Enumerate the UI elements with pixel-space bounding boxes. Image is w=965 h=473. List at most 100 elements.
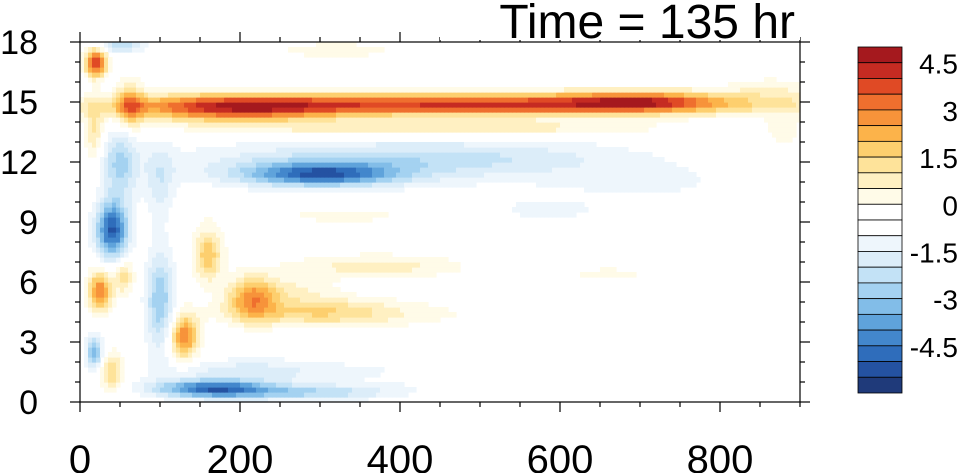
heatmap-cell bbox=[152, 357, 157, 363]
heatmap-cell bbox=[492, 177, 497, 183]
heatmap-cell bbox=[312, 127, 317, 133]
heatmap-cell bbox=[276, 92, 281, 98]
heatmap-cell bbox=[196, 337, 201, 343]
heatmap-cell bbox=[384, 187, 389, 193]
heatmap-cell bbox=[420, 307, 425, 313]
heatmap-cell bbox=[592, 107, 597, 113]
heatmap-cell bbox=[124, 217, 129, 223]
heatmap-cell bbox=[428, 317, 433, 323]
heatmap-cell bbox=[504, 147, 509, 153]
heatmap-cell bbox=[288, 107, 293, 113]
heatmap-cell bbox=[268, 372, 273, 378]
heatmap-cell bbox=[148, 257, 153, 263]
heatmap-cell bbox=[592, 102, 597, 108]
heatmap-cell bbox=[424, 87, 429, 93]
heatmap-cell bbox=[544, 117, 549, 123]
heatmap-cell bbox=[772, 122, 777, 128]
heatmap-cell bbox=[364, 152, 369, 158]
heatmap-cell bbox=[148, 87, 153, 93]
heatmap-cell bbox=[608, 272, 613, 278]
heatmap-cell bbox=[516, 207, 521, 213]
heatmap-cell bbox=[384, 307, 389, 313]
heatmap-cell bbox=[560, 182, 565, 188]
heatmap-cell bbox=[188, 357, 193, 363]
heatmap-cell bbox=[620, 177, 625, 183]
heatmap-cell bbox=[80, 57, 85, 63]
heatmap-cell bbox=[576, 172, 581, 178]
heatmap-cell bbox=[204, 122, 209, 128]
heatmap-cell bbox=[380, 142, 385, 148]
heatmap-cell bbox=[392, 382, 397, 388]
heatmap-cell bbox=[424, 307, 429, 313]
heatmap-cell bbox=[208, 382, 213, 388]
heatmap-cell bbox=[308, 297, 313, 303]
heatmap-cell bbox=[312, 387, 317, 393]
heatmap-cell bbox=[148, 347, 153, 353]
heatmap-cell bbox=[120, 267, 125, 273]
heatmap-cell bbox=[236, 117, 241, 123]
heatmap-cell bbox=[620, 187, 625, 193]
heatmap-cell bbox=[688, 97, 693, 103]
heatmap-cell bbox=[244, 382, 249, 388]
heatmap-cell bbox=[172, 87, 177, 93]
heatmap-cell bbox=[88, 342, 93, 348]
heatmap-cell bbox=[500, 92, 505, 98]
heatmap-cell bbox=[92, 342, 97, 348]
heatmap-cell bbox=[300, 367, 305, 373]
heatmap-cell bbox=[160, 342, 165, 348]
heatmap-cell bbox=[164, 382, 169, 388]
heatmap-cell bbox=[584, 97, 589, 103]
heatmap-cell bbox=[320, 312, 325, 318]
heatmap-cell bbox=[160, 362, 165, 368]
heatmap-cell bbox=[468, 117, 473, 123]
heatmap-cell bbox=[420, 312, 425, 318]
heatmap-cell bbox=[524, 172, 529, 178]
heatmap-cell bbox=[224, 252, 229, 258]
heatmap-cell bbox=[160, 257, 165, 263]
heatmap-cell bbox=[324, 307, 329, 313]
heatmap-cell bbox=[444, 97, 449, 103]
heatmap-cell bbox=[608, 162, 613, 168]
heatmap-cell bbox=[360, 297, 365, 303]
heatmap-cell bbox=[268, 97, 273, 103]
heatmap-cell bbox=[228, 387, 233, 393]
heatmap-cell bbox=[416, 182, 421, 188]
heatmap-cell bbox=[528, 142, 533, 148]
heatmap-cell bbox=[148, 297, 153, 303]
heatmap-cell bbox=[664, 92, 669, 98]
heatmap-cell bbox=[152, 277, 157, 283]
heatmap-cell bbox=[324, 162, 329, 168]
heatmap-cell bbox=[632, 97, 637, 103]
heatmap-cell bbox=[176, 397, 181, 403]
heatmap-cell bbox=[340, 187, 345, 193]
heatmap-cell bbox=[356, 382, 361, 388]
heatmap-cell bbox=[108, 112, 113, 118]
heatmap-cell bbox=[352, 272, 357, 278]
heatmap-cell bbox=[568, 167, 573, 173]
heatmap-cell bbox=[536, 117, 541, 123]
heatmap-cell bbox=[96, 142, 101, 148]
heatmap-cell bbox=[564, 177, 569, 183]
heatmap-cell bbox=[532, 102, 537, 108]
heatmap-cell bbox=[160, 172, 165, 178]
heatmap-cell bbox=[360, 177, 365, 183]
heatmap-cell bbox=[260, 267, 265, 273]
heatmap-cell bbox=[364, 322, 369, 328]
heatmap-cell bbox=[108, 307, 113, 313]
heatmap-cell bbox=[388, 92, 393, 98]
heatmap-cell bbox=[448, 152, 453, 158]
heatmap-cell bbox=[592, 87, 597, 93]
heatmap-cell bbox=[156, 317, 161, 323]
heatmap-cell bbox=[92, 137, 97, 143]
heatmap-cell bbox=[252, 297, 257, 303]
heatmap-cell bbox=[364, 372, 369, 378]
heatmap-cell bbox=[100, 172, 105, 178]
heatmap-cell bbox=[376, 182, 381, 188]
heatmap-cell bbox=[280, 172, 285, 178]
heatmap-cell bbox=[136, 107, 141, 113]
heatmap-cell bbox=[692, 172, 697, 178]
heatmap-cell bbox=[116, 192, 121, 198]
heatmap-cell bbox=[532, 202, 537, 208]
heatmap-cell bbox=[380, 312, 385, 318]
heatmap-cell bbox=[768, 112, 773, 118]
